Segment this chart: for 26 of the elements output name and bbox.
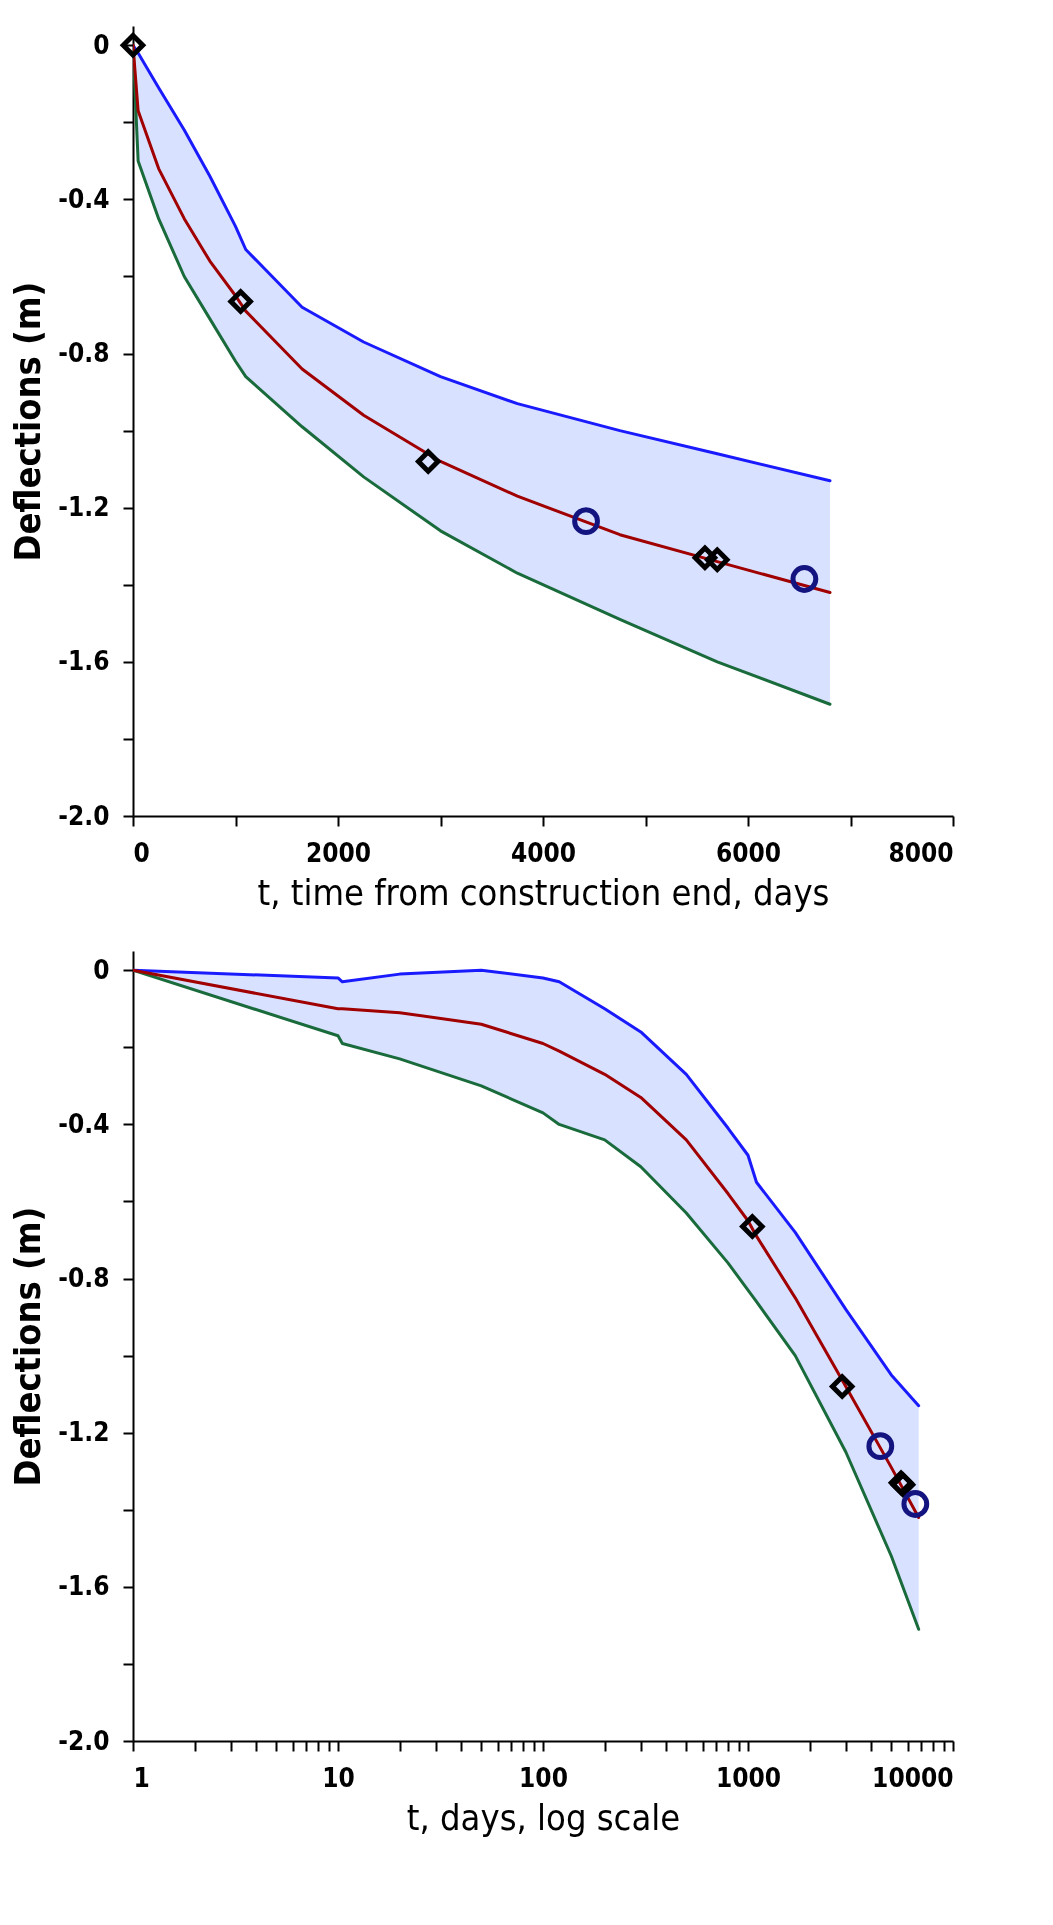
y-tick-label: -1.6 xyxy=(58,1571,110,1602)
x-tick-label: 100 xyxy=(519,1762,568,1793)
y-tick-label: -1.2 xyxy=(58,1417,110,1448)
x-tick-label: 1000 xyxy=(715,1762,782,1793)
x-axis-title: t, time from construction end, days xyxy=(257,871,830,913)
x-tick-label: 10000 xyxy=(872,1762,954,1793)
y-tick-label: -0.4 xyxy=(58,183,110,214)
y-tick-label: -2.0 xyxy=(58,1725,110,1756)
x-tick-label: 8000 xyxy=(888,837,954,868)
y-tick-label: -0.8 xyxy=(58,1263,110,1294)
y-tick-label: -1.6 xyxy=(58,646,110,677)
y-tick-label: 0 xyxy=(93,29,110,60)
y-axis-title: Deflections (m) xyxy=(7,1206,49,1487)
x-tick-label: 10 xyxy=(322,1762,355,1793)
y-tick-label: -2.0 xyxy=(58,800,110,831)
y-tick-label: 0 xyxy=(93,954,110,985)
x-tick-label: 1 xyxy=(133,1762,150,1793)
x-tick-label: 2000 xyxy=(305,837,372,868)
y-tick-label: -0.4 xyxy=(58,1108,110,1139)
x-axis-title: t, days, log scale xyxy=(406,1796,681,1838)
y-tick-label: -0.8 xyxy=(58,338,110,369)
y-axis-title: Deflections (m) xyxy=(7,281,49,562)
x-tick-label: 4000 xyxy=(510,837,577,868)
x-tick-label: 0 xyxy=(133,837,150,868)
x-tick-label: 6000 xyxy=(715,837,782,868)
y-tick-label: -1.2 xyxy=(58,492,110,523)
